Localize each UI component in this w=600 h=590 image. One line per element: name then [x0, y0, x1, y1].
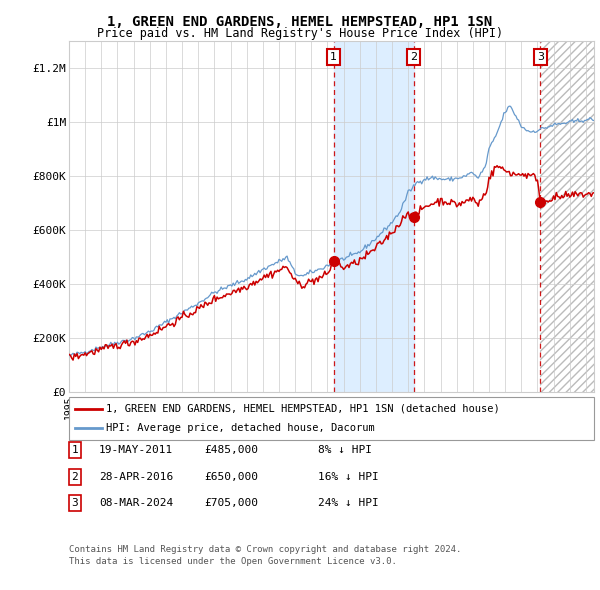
Text: Price paid vs. HM Land Registry's House Price Index (HPI): Price paid vs. HM Land Registry's House …: [97, 27, 503, 40]
Text: 1, GREEN END GARDENS, HEMEL HEMPSTEAD, HP1 1SN (detached house): 1, GREEN END GARDENS, HEMEL HEMPSTEAD, H…: [106, 404, 500, 414]
Text: This data is licensed under the Open Government Licence v3.0.: This data is licensed under the Open Gov…: [69, 557, 397, 566]
Bar: [541, 41, 594, 392]
Text: 1: 1: [330, 52, 337, 62]
Text: £650,000: £650,000: [204, 472, 258, 481]
Text: 1, GREEN END GARDENS, HEMEL HEMPSTEAD, HP1 1SN: 1, GREEN END GARDENS, HEMEL HEMPSTEAD, H…: [107, 15, 493, 29]
Text: 2: 2: [410, 52, 417, 62]
Text: 2: 2: [71, 472, 79, 481]
Text: 8% ↓ HPI: 8% ↓ HPI: [318, 445, 372, 455]
Text: £485,000: £485,000: [204, 445, 258, 455]
Text: 24% ↓ HPI: 24% ↓ HPI: [318, 499, 379, 508]
Text: 3: 3: [537, 52, 544, 62]
Text: Contains HM Land Registry data © Crown copyright and database right 2024.: Contains HM Land Registry data © Crown c…: [69, 545, 461, 555]
Text: HPI: Average price, detached house, Dacorum: HPI: Average price, detached house, Daco…: [106, 422, 375, 432]
Text: 19-MAY-2011: 19-MAY-2011: [99, 445, 173, 455]
Text: 16% ↓ HPI: 16% ↓ HPI: [318, 472, 379, 481]
Text: 1: 1: [71, 445, 79, 455]
Text: 3: 3: [71, 499, 79, 508]
Text: £705,000: £705,000: [204, 499, 258, 508]
Text: 08-MAR-2024: 08-MAR-2024: [99, 499, 173, 508]
Bar: [334, 41, 413, 392]
Text: 28-APR-2016: 28-APR-2016: [99, 472, 173, 481]
